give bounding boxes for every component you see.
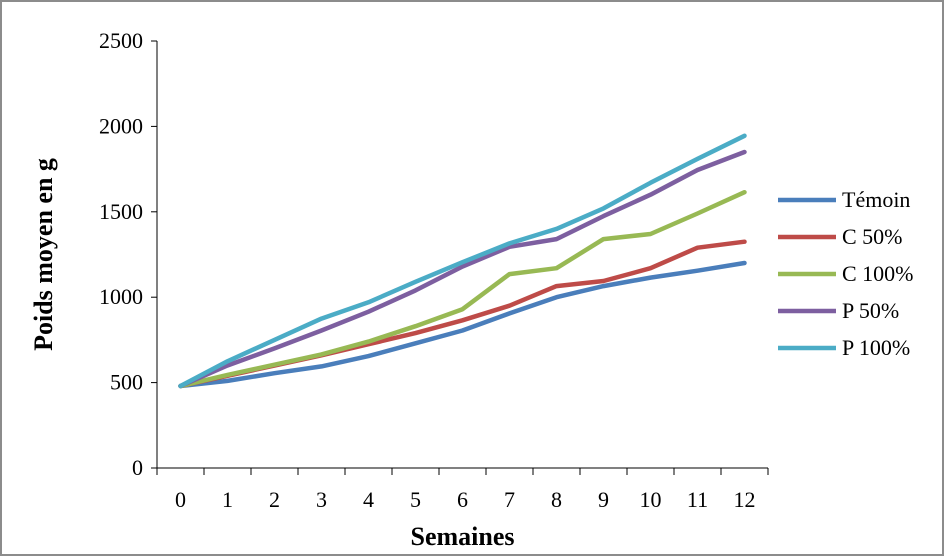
y-axis-title: Poids moyen en g — [29, 158, 58, 351]
x-tick-label: 1 — [222, 487, 233, 512]
y-tick-label: 2000 — [99, 113, 143, 138]
x-tick-label: 8 — [551, 487, 562, 512]
x-tick-label: 2 — [269, 487, 280, 512]
y-tick-label: 500 — [110, 370, 143, 395]
x-tick-label: 5 — [410, 487, 421, 512]
series-line-4 — [178, 149, 747, 389]
legend-label: Témoin — [842, 187, 910, 212]
legend-label: C 100% — [842, 261, 914, 286]
x-tick-label: 4 — [363, 487, 374, 512]
legend-label: C 50% — [842, 224, 903, 249]
legend: Témoin C 50% C 100% P 50% P 100% — [778, 187, 914, 360]
legend-label: P 50% — [842, 298, 899, 323]
series-line-3 — [178, 189, 747, 389]
x-tick-label: 0 — [175, 487, 186, 512]
x-tick-label: 11 — [687, 487, 708, 512]
y-tick-label: 0 — [132, 455, 143, 480]
x-tick-label: 7 — [504, 487, 515, 512]
series-lines — [178, 133, 747, 389]
y-tick-label: 2500 — [99, 28, 143, 53]
x-tick-label: 3 — [316, 487, 327, 512]
x-tick-label: 12 — [734, 487, 756, 512]
x-tick-label: 6 — [457, 487, 468, 512]
x-axis-title: Semaines — [411, 522, 515, 551]
x-tick-label: 9 — [598, 487, 609, 512]
legend-label: P 100% — [842, 335, 910, 360]
series-line-1 — [178, 260, 747, 389]
y-tick-label: 1500 — [99, 199, 143, 224]
y-tick-label: 1000 — [99, 284, 143, 309]
x-tick-label: 10 — [640, 487, 662, 512]
series-line-5 — [178, 133, 747, 389]
